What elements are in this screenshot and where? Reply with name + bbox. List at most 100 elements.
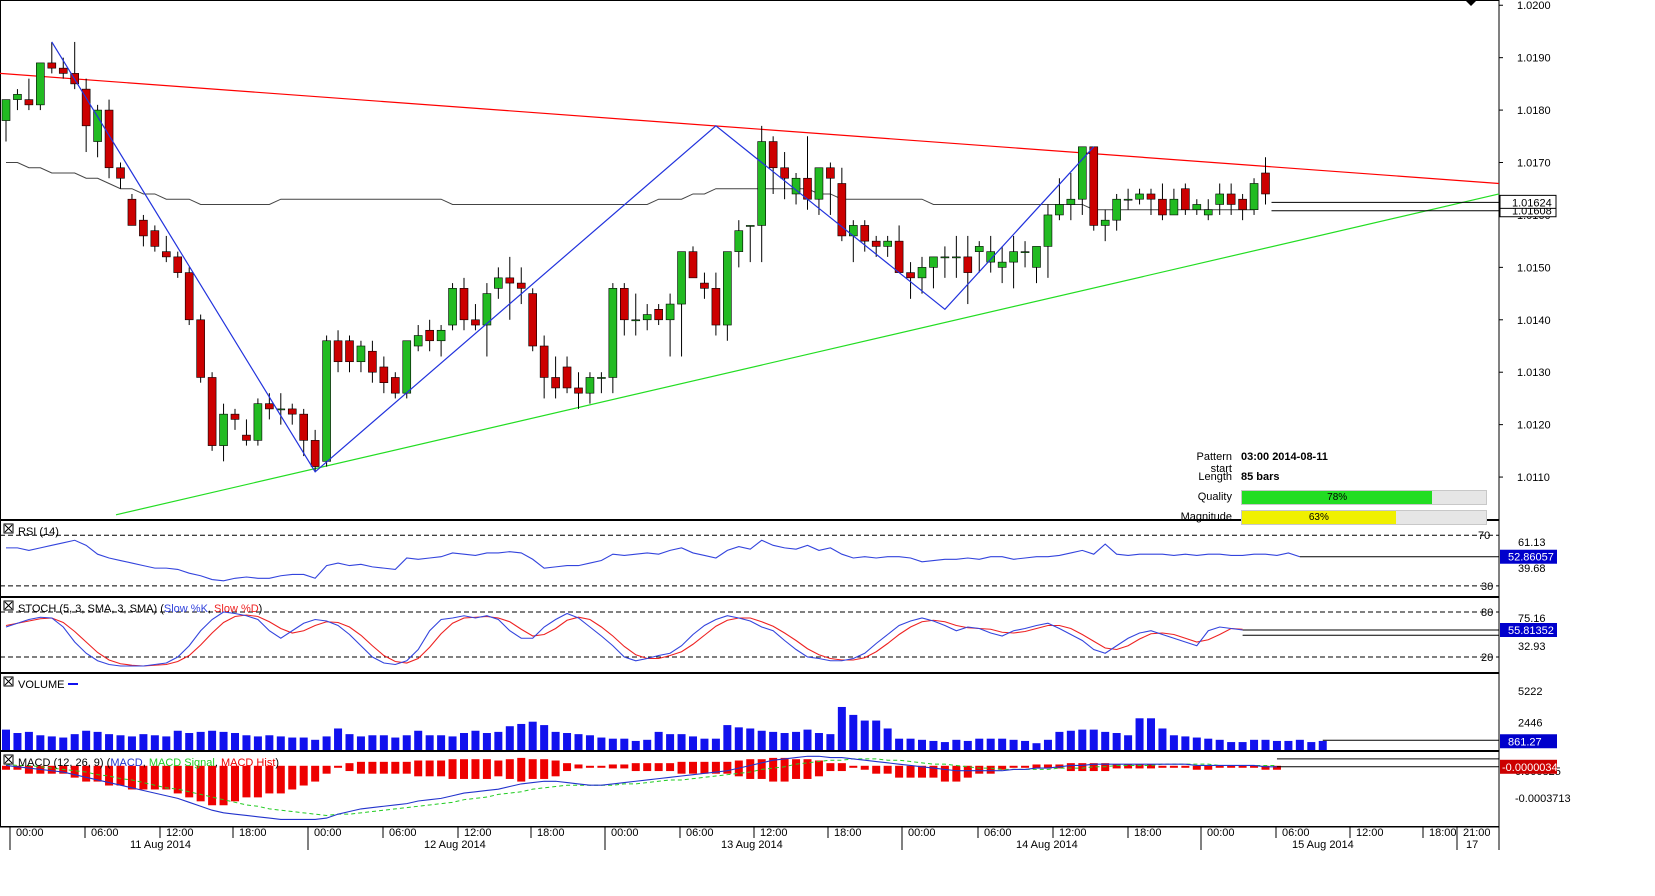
volume-bar <box>414 730 423 750</box>
macd-hist-bar <box>1204 765 1213 770</box>
bearish-candle <box>711 288 721 326</box>
bearish-candle <box>871 240 881 247</box>
x-tick-label: 06:00 <box>1282 827 1310 839</box>
macd-hist-bar <box>654 763 663 772</box>
x-tick-label: 00:00 <box>1207 827 1235 839</box>
volume-bar <box>253 736 262 750</box>
macd-hist-bar <box>940 765 949 782</box>
bullish-candle <box>1100 219 1110 226</box>
volume-bar <box>105 734 114 750</box>
macd-hist-bar <box>448 759 457 779</box>
volume-bar <box>265 735 274 750</box>
bearish-candle <box>860 225 870 242</box>
volume-bar <box>975 738 984 750</box>
macd-hist-bar <box>505 759 514 779</box>
bullish-candle <box>1123 198 1133 201</box>
stoch-title: STOCH (5, 3, SMA, 3, SMA) (Slow %K, Slow… <box>18 603 262 615</box>
volume-bar <box>47 736 56 750</box>
macd-hist-bar <box>356 761 365 774</box>
moving-average-line <box>6 162 1255 211</box>
macd-hist-bar <box>1147 764 1155 769</box>
bullish-candle <box>997 261 1007 268</box>
bullish-candle <box>917 267 927 279</box>
macd-hist-bar <box>1169 765 1178 768</box>
volume-bar <box>448 736 457 750</box>
bullish-candle <box>1020 251 1030 253</box>
volume-axis-label: 5222 <box>1518 686 1542 698</box>
macd-hist-bar <box>929 765 938 778</box>
volume-bar <box>1032 743 1041 750</box>
bearish-candle <box>1158 198 1167 216</box>
volume-bar <box>116 735 125 750</box>
price-tick-label: 1.0130 <box>1517 367 1551 379</box>
bullish-candle <box>723 251 732 326</box>
price-tick-label: 1.0110 <box>1517 472 1550 484</box>
volume-bar <box>734 727 743 750</box>
stoch-k-line <box>5 611 1243 667</box>
volume-bar <box>127 736 136 750</box>
bearish-candle <box>162 251 171 258</box>
macd-hist-bar <box>918 765 926 778</box>
bullish-candle <box>1078 146 1087 200</box>
bullish-candle <box>356 345 366 363</box>
macd-hist-bar <box>402 761 411 774</box>
bearish-candle <box>803 177 812 200</box>
volume-bar <box>1318 740 1327 750</box>
x-tick-label: 00:00 <box>611 827 639 839</box>
macd-hist-bar <box>700 761 709 774</box>
bullish-candle <box>929 256 938 268</box>
volume-bar <box>1089 729 1098 750</box>
bearish-candle <box>47 62 57 69</box>
bearish-candle <box>562 366 572 389</box>
volume-bar <box>242 735 251 750</box>
volume-axis-label: 2446 <box>1518 717 1542 729</box>
volume-bar <box>82 730 91 750</box>
macd-hist-bar <box>173 765 182 794</box>
x-tick-label: 06:00 <box>984 827 1012 839</box>
stoch-axis-label: 32.93 <box>1518 641 1546 653</box>
macd-hist-bar <box>689 761 697 774</box>
bullish-candle <box>952 256 961 259</box>
macd-hist-bar <box>1250 765 1259 768</box>
bearish-candle <box>230 413 240 420</box>
bullish-candle <box>1055 204 1064 216</box>
volume-bar <box>666 734 675 750</box>
bullish-candle <box>93 109 102 142</box>
macd-hist-bar <box>185 765 194 798</box>
volume-bar <box>1158 728 1167 750</box>
macd-value-box <box>1500 759 1557 774</box>
volume-bar <box>162 736 171 750</box>
bearish-candle <box>207 377 217 446</box>
macd-hist-bar <box>517 757 526 782</box>
stoch-close-icon <box>4 601 13 610</box>
bullish-candle <box>642 314 652 321</box>
macd-hist-bar <box>528 759 537 779</box>
volume-bar <box>700 738 709 750</box>
volume-bar <box>59 737 68 750</box>
bullish-candle <box>1192 204 1202 210</box>
macd-hist-bar <box>1261 765 1270 770</box>
macd-hist-bar <box>677 761 686 774</box>
bullish-candle <box>253 403 263 441</box>
macd-hist-bar <box>883 765 892 774</box>
bullish-candle <box>436 329 446 342</box>
volume-bar <box>883 728 892 750</box>
x-tick-label: 18:00 <box>1134 827 1162 839</box>
macd-hist-bar <box>585 765 594 768</box>
macd-hist-bar <box>379 761 388 774</box>
macd-hist-bar <box>723 761 732 774</box>
macd-hist-bar <box>162 765 171 790</box>
volume-bar <box>70 734 79 750</box>
macd-hist-bar <box>643 763 652 772</box>
bearish-candle <box>768 141 778 169</box>
macd-hist-bar <box>1181 765 1190 768</box>
stoch-d-line <box>5 614 1243 667</box>
bullish-candle <box>36 62 45 106</box>
volume-bar <box>528 721 537 750</box>
x-tick-label: 00:00 <box>908 827 936 839</box>
bearish-candle <box>333 340 343 363</box>
macd-hist-bar <box>769 757 778 782</box>
macd-hist-bar <box>24 765 33 774</box>
bearish-candle <box>826 167 835 179</box>
x-tick-label: 18:00 <box>834 827 862 839</box>
